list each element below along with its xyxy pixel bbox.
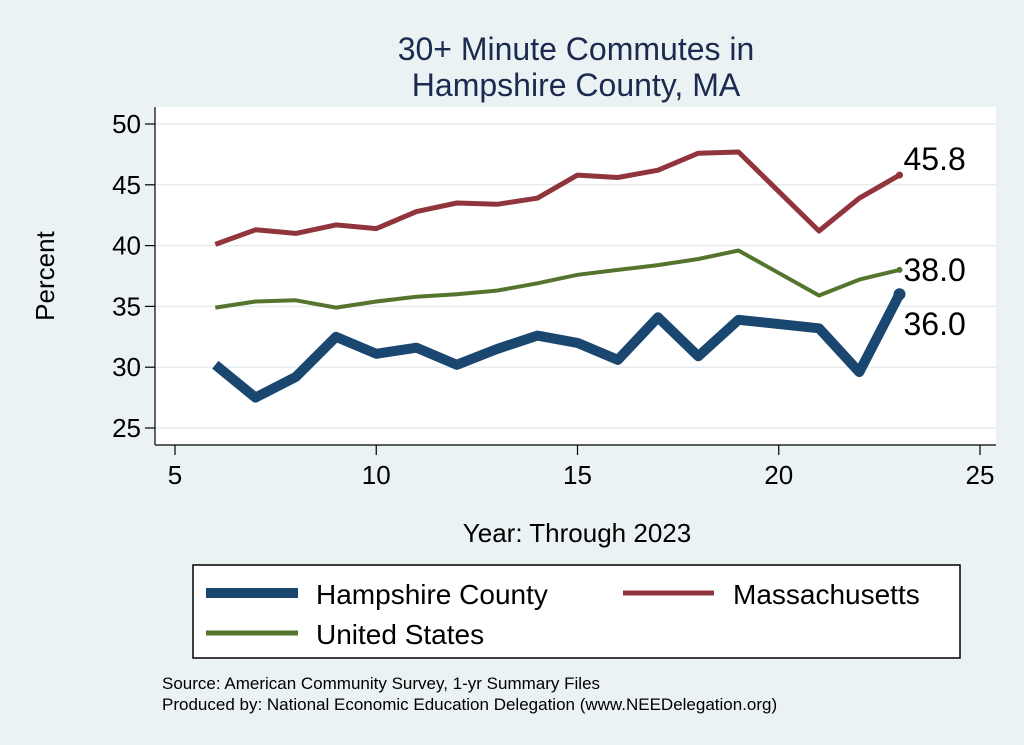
- series-hampshire-county-end-marker: [893, 288, 906, 301]
- producer-note: Produced by: National Economic Education…: [162, 695, 777, 714]
- legend-box: [192, 564, 961, 659]
- x-tick-label: 20: [764, 460, 793, 490]
- series-united-states-line: [214, 248, 900, 310]
- series-hampshire-county-end-label: 36.0: [904, 306, 966, 342]
- series-lines: [212, 149, 906, 403]
- y-tick-label: 50: [112, 109, 141, 139]
- series-massachusetts-end-label: 45.8: [904, 141, 966, 177]
- x-tick-label: 15: [563, 460, 592, 490]
- series-united-states-end-label: 38.0: [904, 252, 966, 288]
- chart-title-line-1: 30+ Minute Commutes in: [398, 31, 755, 67]
- y-tick-label: 40: [112, 231, 141, 261]
- series-united-states-end-marker: [896, 266, 903, 273]
- y-tick-label: 25: [112, 413, 141, 443]
- x-axis-label: Year: Through 2023: [463, 518, 691, 548]
- y-tick-label: 45: [112, 170, 141, 200]
- y-axis-label: Percent: [30, 230, 60, 320]
- axes: 25 30 35 40 45 50 5 10 15 20 25: [112, 107, 996, 490]
- y-tick-label: 35: [112, 291, 141, 321]
- source-note: Source: American Community Survey, 1-yr …: [162, 674, 600, 693]
- legend-label-united-states: United States: [316, 619, 484, 650]
- legend: Hampshire County Massachusetts United St…: [192, 564, 961, 659]
- end-labels: 36.0 45.8 38.0: [904, 141, 966, 342]
- x-tick-label: 5: [168, 460, 182, 490]
- chart-title-line-2: Hampshire County, MA: [412, 67, 741, 103]
- x-tick-label: 10: [362, 460, 391, 490]
- series-massachusetts-end-marker: [896, 171, 903, 179]
- series-massachusetts-line: [214, 149, 901, 247]
- legend-label-massachusetts: Massachusetts: [733, 579, 920, 610]
- y-tick-label: 30: [112, 352, 141, 382]
- series-hampshire-county-line: [212, 291, 904, 403]
- legend-label-hampshire: Hampshire County: [316, 579, 548, 610]
- x-tick-label: 25: [966, 460, 995, 490]
- gridlines: [155, 123, 996, 429]
